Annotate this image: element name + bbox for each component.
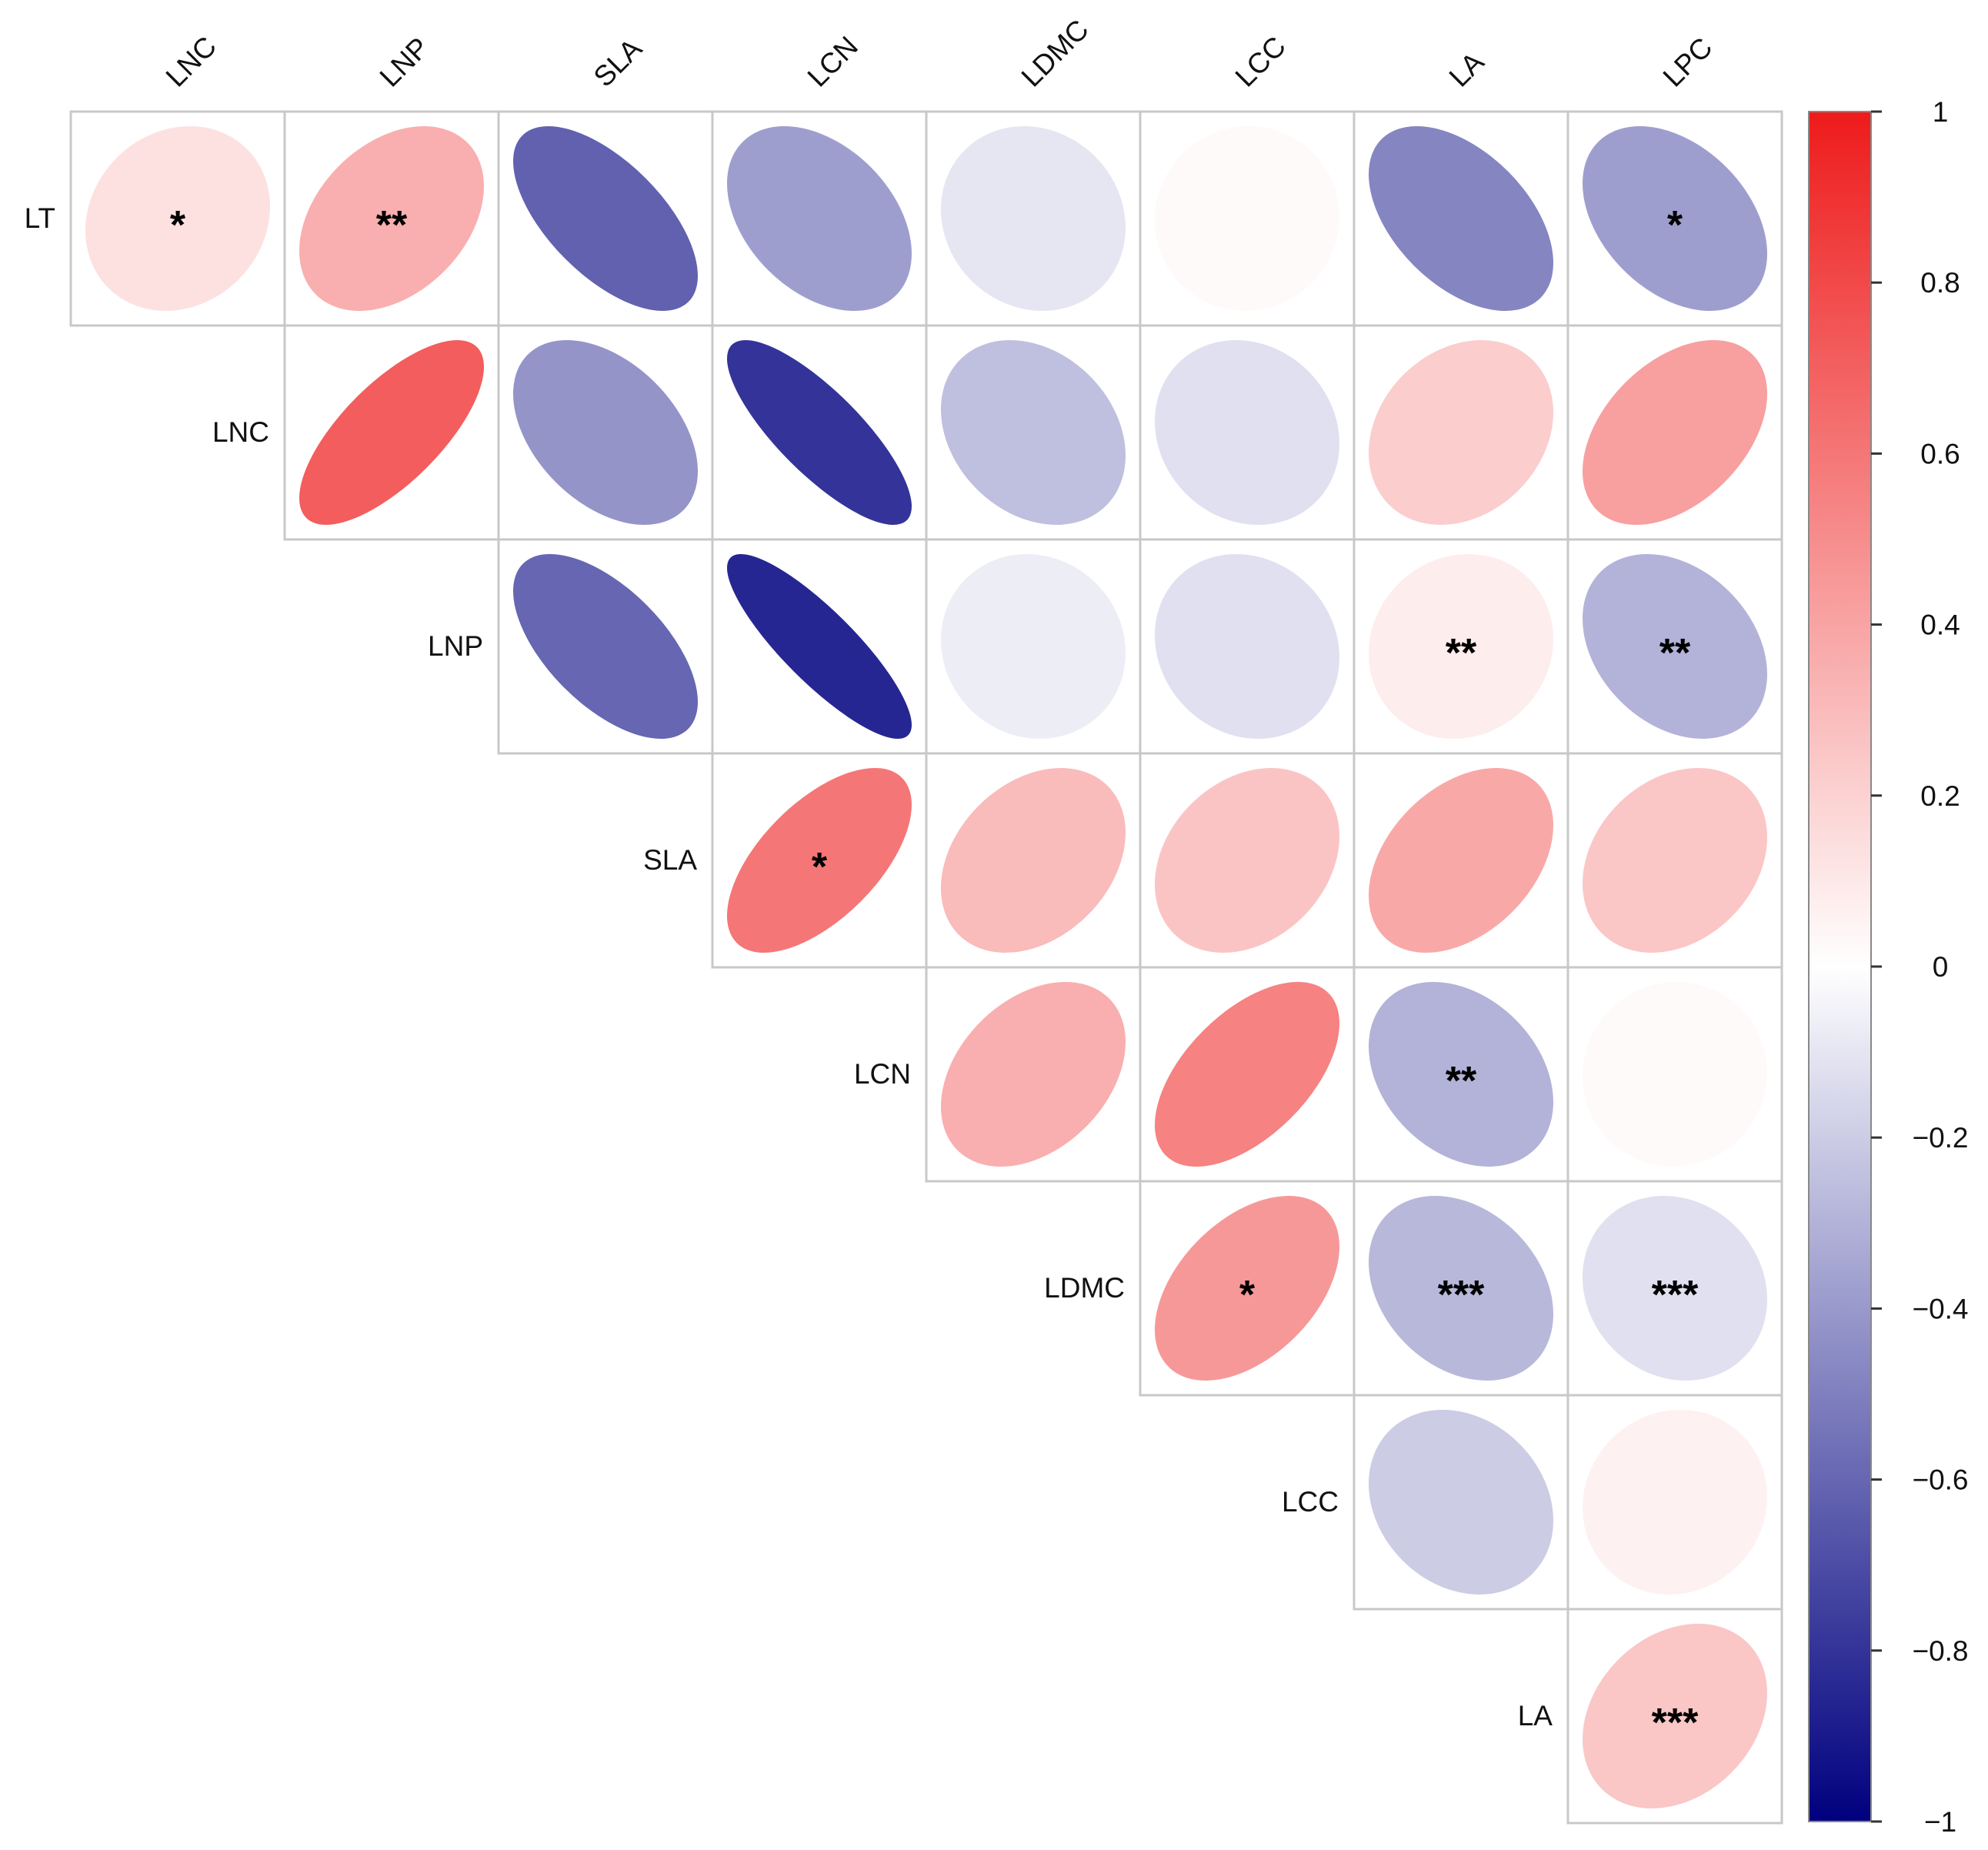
colorbar-tick-label: 0.4 [1920,609,1960,641]
colorbar-tick-label: −0.2 [1912,1122,1968,1154]
ellipse-ldmc-la [1368,1195,1553,1381]
ellipse-lt-lnp [299,125,484,311]
ellipse-lnp-la [1368,553,1553,739]
sig-lnp-la: ** [1446,631,1477,676]
colorbar [1808,111,1872,1822]
colorbar-legend: 1 0.8 0.6 0.4 0.2 0 −0.2 −0.4 −0.6 −0.8 −1 [1808,96,1969,1838]
sig-lt-lpc: * [1667,203,1683,248]
ellipse-lnc-sla [512,339,698,525]
colorbar-tick-label: 0.6 [1920,438,1960,469]
sig-sla-lcn: * [812,845,828,890]
sig-lnp-lpc: ** [1659,631,1691,676]
cell-box-la-lpc [1566,1608,1783,1825]
colorbar-tick-label: −0.8 [1912,1635,1968,1667]
ellipse-lnp-sla [513,554,699,740]
ellipse-lnc-ldmc [940,340,1126,526]
column-labels: LNC LNP SLA LCN LDMC LCC LA LPC [160,14,1719,93]
ellipse-lnc-lnp [299,339,485,525]
row-label-lcc: LCC [1282,1486,1339,1518]
col-label-lcn: LCN [802,30,864,92]
ellipse-lt-lcc [1154,126,1339,312]
row-labels: LT LNC LNP SLA LCN LDMC LCC LA [25,202,1553,1731]
row-label-lnp: LNP [428,630,483,662]
row-label-sla: SLA [643,844,697,876]
significance-markers: * ** *** ****** *** ****** [170,203,1699,1745]
ellipse-lcc-la [1369,1410,1554,1595]
col-label-la: LA [1443,45,1490,92]
ellipse-lcn-ldmc [941,981,1126,1167]
row-label-lcn: LCN [854,1058,911,1090]
sig-la-lpc: *** [1652,1701,1699,1745]
row-label-la: LA [1518,1700,1553,1731]
colorbar-tick-label: 1 [1933,96,1949,128]
ellipse-lnc-lpc [1583,339,1768,525]
correlation-ellipses [85,125,1768,1808]
col-label-ldmc: LDMC [1016,14,1095,93]
colorbar-tick-label: 0 [1933,951,1949,983]
ellipse-ldmc-lcc [1154,1196,1339,1381]
ellipse-sla-lcc [1154,768,1339,953]
ellipse-lt-sla [513,126,699,312]
colorbar-tick-label: 0.8 [1920,267,1960,299]
row-label-ldmc: LDMC [1044,1272,1125,1304]
ellipse-lnc-lcc [1154,339,1339,525]
col-label-lpc: LPC [1657,32,1719,93]
col-label-lcc: LCC [1229,30,1292,92]
col-label-lnc: LNC [160,30,222,92]
sig-lcn-la: ** [1446,1059,1477,1104]
ellipse-lnc-lcn [726,340,912,526]
ellipse-lnp-lpc [1582,554,1767,740]
sig-ldmc-lpc: *** [1652,1273,1699,1317]
colorbar-tick-label: 0.2 [1920,780,1960,812]
ellipse-ldmc-lpc [1582,1196,1767,1381]
ellipse-lcn-lpc [1582,982,1767,1167]
ellipse-sla-ldmc [941,768,1126,953]
row-label-lt: LT [25,202,55,234]
ellipse-sla-lpc [1583,767,1768,953]
ellipse-lcn-lcc [1155,982,1340,1167]
sig-lt-lnc: * [170,203,186,248]
ellipse-lnp-lcn [727,553,912,739]
colorbar-tick-label: −1 [1924,1806,1956,1838]
ellipse-lt-ldmc [941,126,1126,312]
ellipse-la-lpc [1582,1623,1767,1808]
ellipse-sla-lcn [727,767,912,953]
colorbar-tick-label: −0.4 [1912,1293,1968,1324]
ellipse-lnc-la [1369,339,1554,525]
ellipse-lnp-ldmc [941,554,1126,740]
cell-grid [69,110,1783,1825]
ellipse-lcc-lpc [1582,1410,1767,1595]
ellipse-lt-la [1368,125,1553,311]
col-label-lnp: LNP [374,32,435,93]
row-label-lnc: LNC [212,416,269,448]
colorbar-tick-label: −0.6 [1912,1464,1968,1496]
sig-ldmc-la: *** [1438,1273,1485,1317]
ellipse-lt-lnc [85,125,270,311]
sig-lt-lnp: ** [376,203,408,248]
col-label-sla: SLA [588,32,649,93]
ellipse-lt-lpc [1583,126,1768,312]
ellipse-lnp-lcc [1154,554,1339,739]
sig-ldmc-lcc: * [1239,1273,1256,1317]
ellipse-sla-la [1369,767,1554,953]
ellipse-lt-lcn [727,126,912,311]
ellipse-lcn-la [1368,982,1553,1167]
